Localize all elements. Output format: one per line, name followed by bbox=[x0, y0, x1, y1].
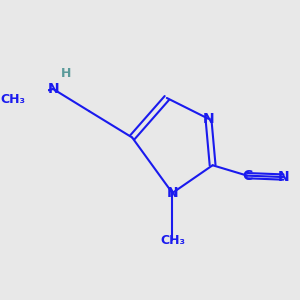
Text: N: N bbox=[47, 82, 59, 96]
Text: N: N bbox=[202, 112, 214, 126]
Text: C: C bbox=[242, 169, 252, 183]
Text: H: H bbox=[60, 67, 71, 80]
Text: CH₃: CH₃ bbox=[0, 93, 26, 106]
Text: N: N bbox=[278, 170, 289, 184]
Text: CH₃: CH₃ bbox=[160, 234, 185, 247]
Text: N: N bbox=[167, 186, 178, 200]
